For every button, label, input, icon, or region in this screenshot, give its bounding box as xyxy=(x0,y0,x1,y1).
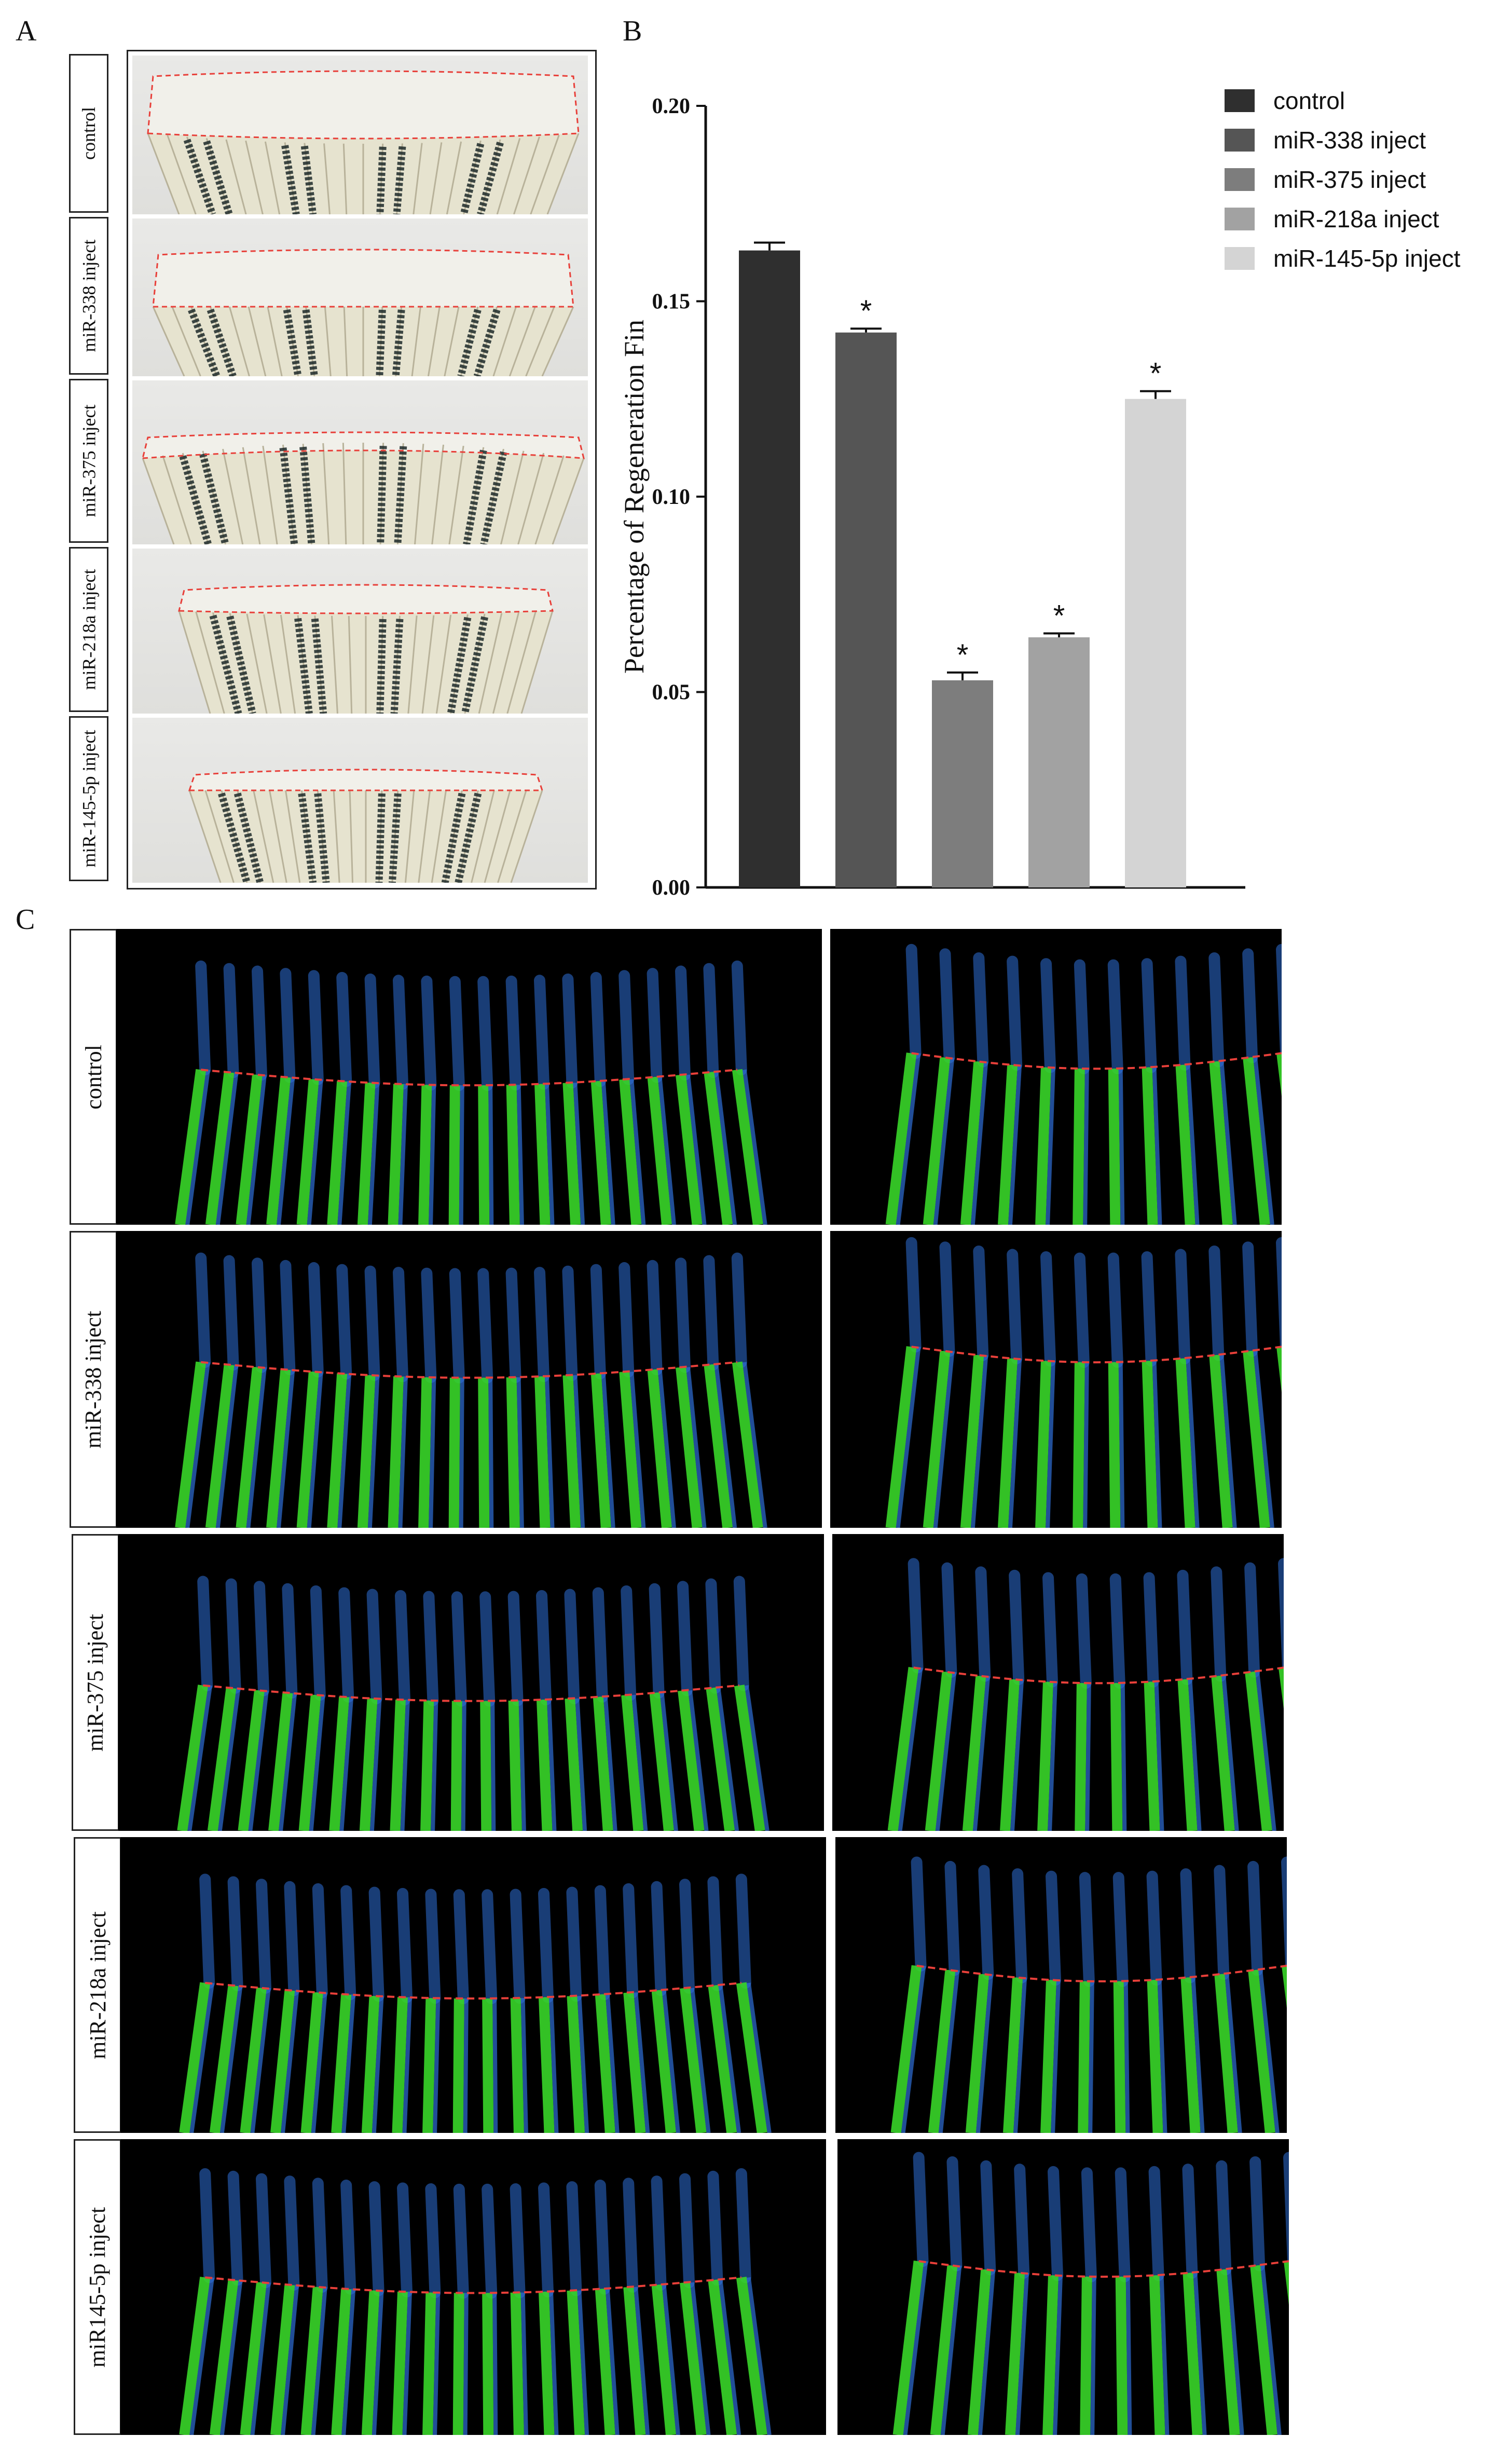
fin-photo xyxy=(132,380,588,544)
y-tick-label: 0.00 xyxy=(652,876,691,900)
fluorescent-fin-closeup xyxy=(832,1534,1284,1831)
legend-swatch xyxy=(1225,208,1255,230)
bar xyxy=(932,680,993,887)
fluorescent-fin-image xyxy=(120,1837,826,2133)
y-tick-label: 0.10 xyxy=(652,485,691,509)
significance-marker: * xyxy=(1053,599,1065,633)
panel-c-row-label-text: miR-218a inject xyxy=(85,1911,111,2059)
y-tick-label: 0.05 xyxy=(652,681,691,705)
fluorescent-fin-image xyxy=(116,1231,822,1528)
fluorescent-fin-closeup xyxy=(830,929,1282,1225)
panel-c-row-label-text: miR145-5p inject xyxy=(85,2207,111,2367)
fin-photo xyxy=(132,549,588,714)
significance-marker: * xyxy=(1150,357,1162,391)
legend-label: miR-338 inject xyxy=(1273,127,1426,154)
panel-a-frame xyxy=(127,50,597,889)
legend-label: miR-145-5p inject xyxy=(1273,245,1461,272)
panel-a-row-label: miR-375 inject xyxy=(69,379,108,543)
fluorescent-fin-closeup xyxy=(837,2139,1289,2435)
panel-a-row-label-text: miR-375 inject xyxy=(78,404,99,517)
y-axis-label: Percentage of Regeneration Fin xyxy=(619,320,650,674)
legend-swatch xyxy=(1225,247,1255,270)
bar xyxy=(1125,399,1186,887)
panel-a-row-label-text: miR-338 inject xyxy=(78,239,99,352)
legend-label: miR-375 inject xyxy=(1273,166,1426,193)
panel-c-row-label-text: miR-338 inject xyxy=(80,1310,106,1448)
panel-c-row-label: miR-218a inject xyxy=(74,1837,121,2133)
fluorescent-fin-closeup xyxy=(830,1231,1282,1528)
y-tick-label: 0.20 xyxy=(652,94,691,118)
legend-swatch xyxy=(1225,168,1255,191)
fin-photo xyxy=(132,218,588,376)
panel-c-row-label: miR-338 inject xyxy=(70,1231,117,1528)
fluorescent-fin-image xyxy=(116,929,822,1225)
panel-c-row-label: miR-375 inject xyxy=(72,1534,119,1831)
bar xyxy=(739,250,800,887)
panel-a-row-label-text: miR-145-5p inject xyxy=(78,730,99,868)
legend-label: control xyxy=(1273,87,1345,114)
panel-letter-c: C xyxy=(16,904,35,936)
panel-a-row-label-text: control xyxy=(78,107,100,160)
regeneration-bar-chart: 0.00 0.05 0.10 0.15 0.20 Percentage of Regene… xyxy=(619,87,1461,900)
legend-swatch xyxy=(1225,129,1255,152)
fluorescent-fin-image xyxy=(120,2139,826,2435)
panel-a-row-label-text: miR-218a inject xyxy=(78,569,100,690)
panel-letter-b: B xyxy=(623,15,642,47)
legend-label: miR-218a inject xyxy=(1273,206,1439,232)
bar xyxy=(1028,637,1090,887)
panel-c-row-label-text: control xyxy=(80,1044,106,1110)
significance-marker: * xyxy=(860,294,872,328)
fin-photo xyxy=(132,56,588,214)
fluorescent-fin-image xyxy=(118,1534,824,1831)
panel-c-row-label: control xyxy=(70,929,117,1225)
legend-swatch xyxy=(1225,89,1255,112)
y-tick-label: 0.15 xyxy=(652,290,691,314)
panel-c-row-label-text: miR-375 inject xyxy=(83,1613,108,1751)
fin-photo xyxy=(132,718,588,883)
bar xyxy=(835,332,897,887)
panel-letter-a: A xyxy=(16,15,37,47)
panel-c-row-label: miR145-5p inject xyxy=(74,2139,121,2435)
panel-a-row-label: miR-145-5p inject xyxy=(69,716,108,881)
panel-a-row-label: control xyxy=(69,54,108,213)
fluorescent-fin-closeup xyxy=(835,1837,1287,2133)
panel-a-row-label: miR-218a inject xyxy=(69,547,108,712)
significance-marker: * xyxy=(957,638,969,672)
panel-a-row-label: miR-338 inject xyxy=(69,217,108,375)
